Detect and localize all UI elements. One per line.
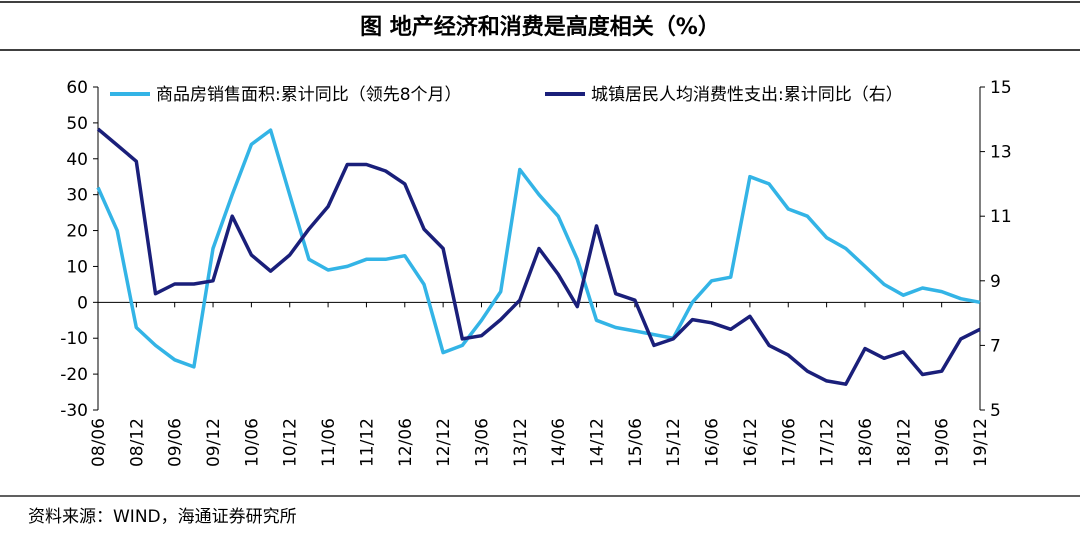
y2-tick-label: 11 (990, 207, 1012, 227)
x-tick-label: 17/06 (779, 418, 799, 467)
y-tick-label: 40 (66, 150, 88, 170)
x-tick-label: 15/12 (664, 418, 684, 467)
y2-tick-label: 5 (990, 401, 1001, 421)
y2-tick-label: 13 (990, 143, 1012, 163)
series-line (96, 128, 981, 369)
x-tick-label: 08/06 (89, 418, 109, 467)
x-tick-label: 19/12 (971, 418, 991, 467)
y-tick-label: -30 (60, 401, 88, 421)
chart-title: 图 地产经济和消费是高度相关（%） (360, 14, 720, 40)
y-tick-label: 50 (66, 114, 88, 134)
x-tick-label: 10/12 (281, 418, 301, 467)
x-tick-label: 09/12 (204, 418, 224, 467)
x-tick-label: 16/12 (741, 418, 761, 467)
y-tick-label: 0 (77, 293, 88, 313)
x-tick-label: 11/12 (357, 418, 377, 467)
legend-label: 商品房销售面积:累计同比（领先8个月） (156, 85, 462, 105)
source-note: 资料来源：WIND，海通证券研究所 (28, 507, 297, 527)
series-line (96, 127, 981, 386)
y-tick-label: 10 (66, 257, 88, 277)
x-tick-label: 18/12 (894, 418, 914, 467)
x-tick-label: 12/12 (434, 418, 454, 467)
x-tick-label: 10/06 (242, 418, 262, 467)
x-tick-label: 12/06 (396, 418, 416, 467)
y-tick-label: 30 (66, 186, 88, 206)
x-tick-label: 16/06 (703, 418, 723, 467)
y2-tick-label: 7 (990, 336, 1001, 356)
y-tick-label: -10 (60, 329, 88, 349)
x-tick-label: 17/12 (818, 418, 838, 467)
x-tick-label: 14/12 (588, 418, 608, 467)
x-tick-label: 18/06 (856, 418, 876, 467)
x-tick-label: 09/06 (166, 418, 186, 467)
x-tick-label: 13/06 (472, 418, 492, 467)
y2-tick-label: 15 (990, 78, 1012, 98)
x-tick-label: 15/06 (626, 418, 646, 467)
x-tick-label: 11/06 (319, 418, 339, 467)
y-tick-label: -20 (60, 365, 88, 385)
x-tick-label: 19/06 (933, 418, 953, 467)
x-tick-label: 08/12 (127, 418, 147, 467)
x-tick-label: 14/06 (549, 418, 569, 467)
x-tick-label: 13/12 (511, 418, 531, 467)
y-tick-label: 60 (66, 78, 88, 98)
y2-tick-label: 9 (990, 272, 1001, 292)
legend-label: 城镇居民人均消费性支出:累计同比（右） (591, 85, 903, 105)
y-tick-label: 20 (66, 222, 88, 242)
